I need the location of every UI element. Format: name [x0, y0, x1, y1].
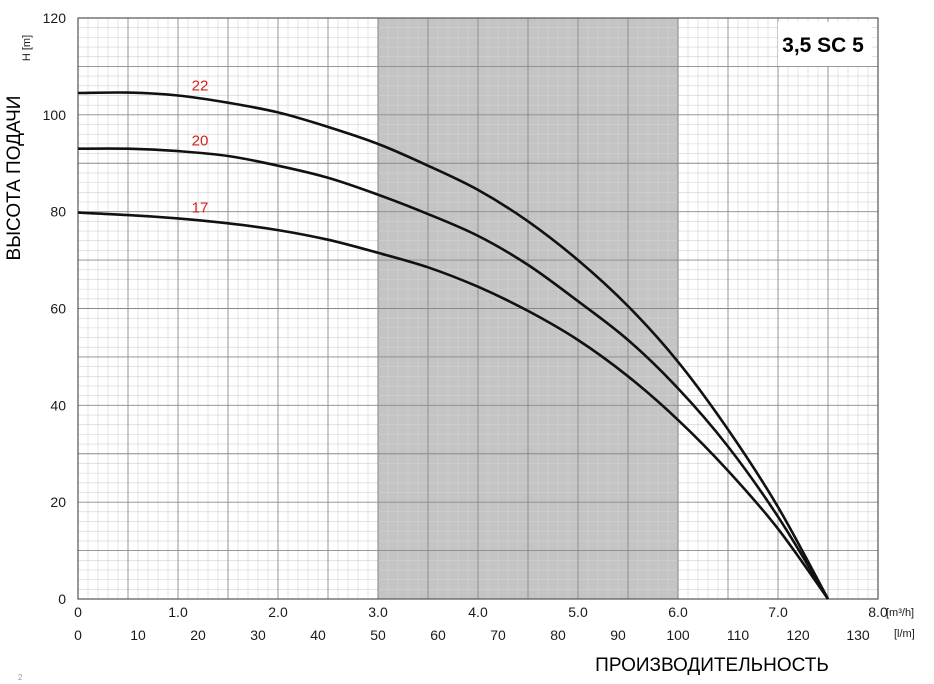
y-tick-label: 60: [50, 301, 66, 317]
x-tick-label: 1.0: [168, 604, 188, 620]
x2-tick-label: 30: [250, 627, 266, 643]
plot-frame: [77, 17, 879, 600]
curve-20: [77, 147, 830, 600]
corner-mark: 2: [18, 673, 23, 682]
x2-tick-label: 70: [490, 627, 506, 643]
x2-tick-label: 80: [550, 627, 566, 643]
y-tick-label: 0: [58, 591, 66, 607]
x2-tick-label: 0: [74, 627, 82, 643]
x-tick-label: 3.0: [368, 604, 388, 620]
x-tick-label: 2.0: [268, 604, 288, 620]
x-tick-label: 7.0: [768, 604, 788, 620]
x2-tick-label: 120: [786, 627, 810, 643]
x-tick-label: 8.0: [868, 604, 888, 620]
curve-22: [77, 91, 830, 600]
x2-tick-label: 90: [610, 627, 626, 643]
curve-label-17: 17: [192, 200, 209, 217]
x2-tick-label: 100: [666, 627, 690, 643]
x-tick-label: 5.0: [568, 604, 588, 620]
x2-tick-label: 60: [430, 627, 446, 643]
x2-tick-label: 110: [727, 627, 750, 643]
x-unit-primary: [m³/h]: [886, 607, 914, 619]
curves-layer: [77, 91, 830, 600]
y-tick-label: 120: [43, 10, 67, 26]
x-unit-secondary: [l/m]: [894, 628, 915, 640]
curve-label-22: 22: [192, 78, 209, 95]
y-tick-label: 100: [43, 107, 67, 123]
x2-tick-label: 10: [130, 627, 146, 643]
x2-tick-label: 50: [370, 627, 386, 643]
y-unit: H [m]: [21, 35, 33, 61]
x-tick-label: 6.0: [668, 604, 688, 620]
y-axis-label: ВЫСОТА ПОДАЧИ: [4, 96, 25, 261]
y-tick-label: 20: [50, 494, 66, 510]
x-tick-label: 4.0: [468, 604, 488, 620]
curve-labels: 22 20 17: [192, 78, 209, 217]
x-tick-label: 0: [74, 604, 82, 620]
x-axis-label: ПРОИЗВОДИТЕЛЬНОСТЬ: [595, 655, 829, 676]
y-tick-label: 40: [50, 397, 66, 413]
y-tick-labels: 0 20 40 60 80 100 120: [43, 10, 67, 607]
curve-label-20: 20: [192, 132, 209, 149]
y-tick-label: 80: [50, 204, 66, 220]
x2-tick-label: 20: [190, 627, 206, 643]
model-box: [778, 22, 872, 66]
x-tick-labels: 0 1.0 2.0 3.0 4.0 5.0 6.0 7.0 8.0: [74, 604, 888, 620]
x2-tick-labels: 0 10 20 30 40 50 60 70 80 90 100 110 120 130: [74, 627, 870, 643]
x2-tick-label: 130: [846, 627, 870, 643]
curve-17: [77, 211, 830, 600]
chart-title: 3,5 SC 5: [782, 34, 864, 57]
x2-tick-label: 40: [310, 627, 326, 643]
